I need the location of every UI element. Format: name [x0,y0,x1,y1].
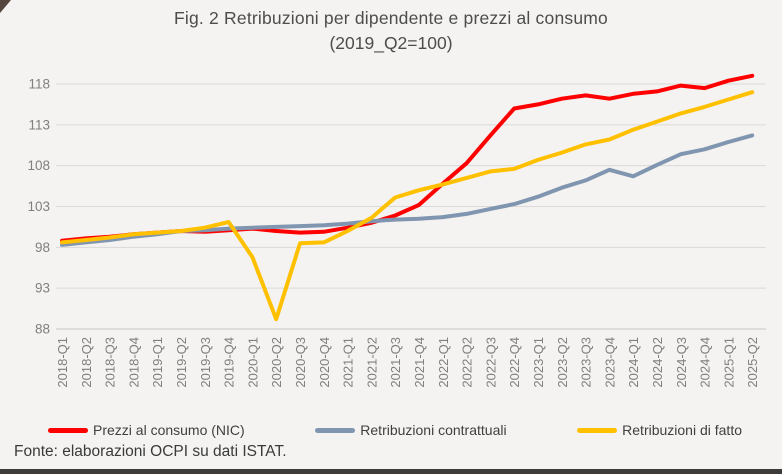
series-line [60,73,755,243]
y-axis-tick-label: 108 [27,158,50,173]
x-axis-tick-label: 2021-Q3 [388,337,403,388]
y-axis-tick-label: 98 [35,240,50,255]
x-axis-tick-label: 2024-Q1 [626,337,641,388]
legend-line-swatch [48,427,88,433]
corner-artifact [0,0,11,13]
x-axis-tick-label: 2021-Q2 [364,337,379,388]
legend-label: Retribuzioni di fatto [622,422,742,438]
y-axis-tick-label: 118 [28,77,50,92]
x-axis-tick-label: 2018-Q3 [103,337,118,388]
x-axis-tick-label: 2020-Q4 [317,337,332,388]
legend-item: Prezzi al consumo (NIC) [48,422,245,438]
line-chart: 88 93 98 103 108 113 118 2018-Q1 2018-Q2 2018-Q3 2… [27,73,766,388]
x-axis-tick-label: 2020-Q2 [269,337,284,388]
x-axis-tick-label: 2021-Q1 [341,337,356,388]
x-axis-tick-label: 2022-Q2 [460,337,475,388]
x-axis-tick-label: 2023-Q4 [602,337,617,388]
y-axis-tick-label: 103 [27,199,50,214]
series-line [60,90,755,322]
x-axis-tick-label: 2025-Q1 [721,337,736,388]
series-line [60,133,755,247]
y-axis-tick-label: 93 [35,281,50,296]
legend-item: Retribuzioni di fatto [577,422,742,438]
x-axis-tick-label: 2024-Q3 [674,337,689,388]
x-axis-tick-label: 2019-Q3 [198,337,213,388]
legend-item: Retribuzioni contrattuali [315,422,507,438]
chart-title: Fig. 2 Retribuzioni per dipendente e pre… [174,8,608,28]
x-axis-tick-label: 2023-Q1 [531,337,546,388]
source-note: Fonte: elaborazioni OCPI su dati ISTAT. [14,443,287,460]
x-axis-tick-label: 2021-Q4 [412,337,427,388]
x-axis-tick-label: 2019-Q2 [174,337,189,388]
y-axis-tick-label: 113 [28,117,50,132]
x-axis-tick-label: 2020-Q1 [245,337,260,388]
x-axis-tick-label: 2022-Q4 [507,337,522,388]
x-axis-tick-label: 2019-Q4 [222,337,237,388]
legend-line-swatch [315,427,356,433]
bottom-border-bar [0,469,782,474]
x-axis-tick-label: 2020-Q3 [293,337,308,388]
x-axis-tick-label: 2022-Q1 [436,337,451,388]
x-axis-tick-label: 2018-Q1 [55,337,70,388]
x-axis-tick-label: 2018-Q4 [126,337,141,388]
legend-label: Prezzi al consumo (NIC) [93,422,245,438]
x-axis-tick-label: 2024-Q4 [698,337,713,388]
x-axis-tick-label: 2022-Q3 [483,337,498,388]
legend-label: Retribuzioni contrattuali [360,422,507,438]
chart-legend: Prezzi al consumo (NIC) Retribuzioni cont… [0,419,782,441]
x-axis-tick-label: 2023-Q3 [579,337,594,388]
x-axis-tick-label: 2023-Q2 [555,337,570,388]
x-axis-tick-label: 2025-Q2 [745,337,760,388]
x-axis-tick-label: 2018-Q2 [79,337,94,388]
x-axis-tick-label: 2024-Q2 [650,337,665,388]
chart-subtitle: (2019_Q2=100) [329,33,453,53]
y-axis-tick-label: 88 [35,322,50,337]
x-axis-tick-label: 2019-Q1 [150,337,165,388]
title-block: Fig. 2 Retribuzioni per dipendente e pre… [0,5,782,56]
legend-line-swatch [577,427,618,433]
